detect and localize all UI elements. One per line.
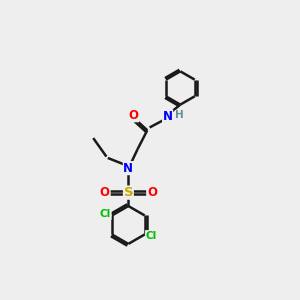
- Text: Cl: Cl: [100, 209, 111, 219]
- Text: Cl: Cl: [146, 231, 157, 241]
- Text: O: O: [147, 186, 157, 199]
- Text: S: S: [124, 186, 133, 199]
- Text: H: H: [175, 110, 184, 121]
- Text: O: O: [100, 186, 110, 199]
- Text: N: N: [163, 110, 172, 123]
- Text: O: O: [129, 109, 139, 122]
- Text: N: N: [123, 162, 133, 175]
